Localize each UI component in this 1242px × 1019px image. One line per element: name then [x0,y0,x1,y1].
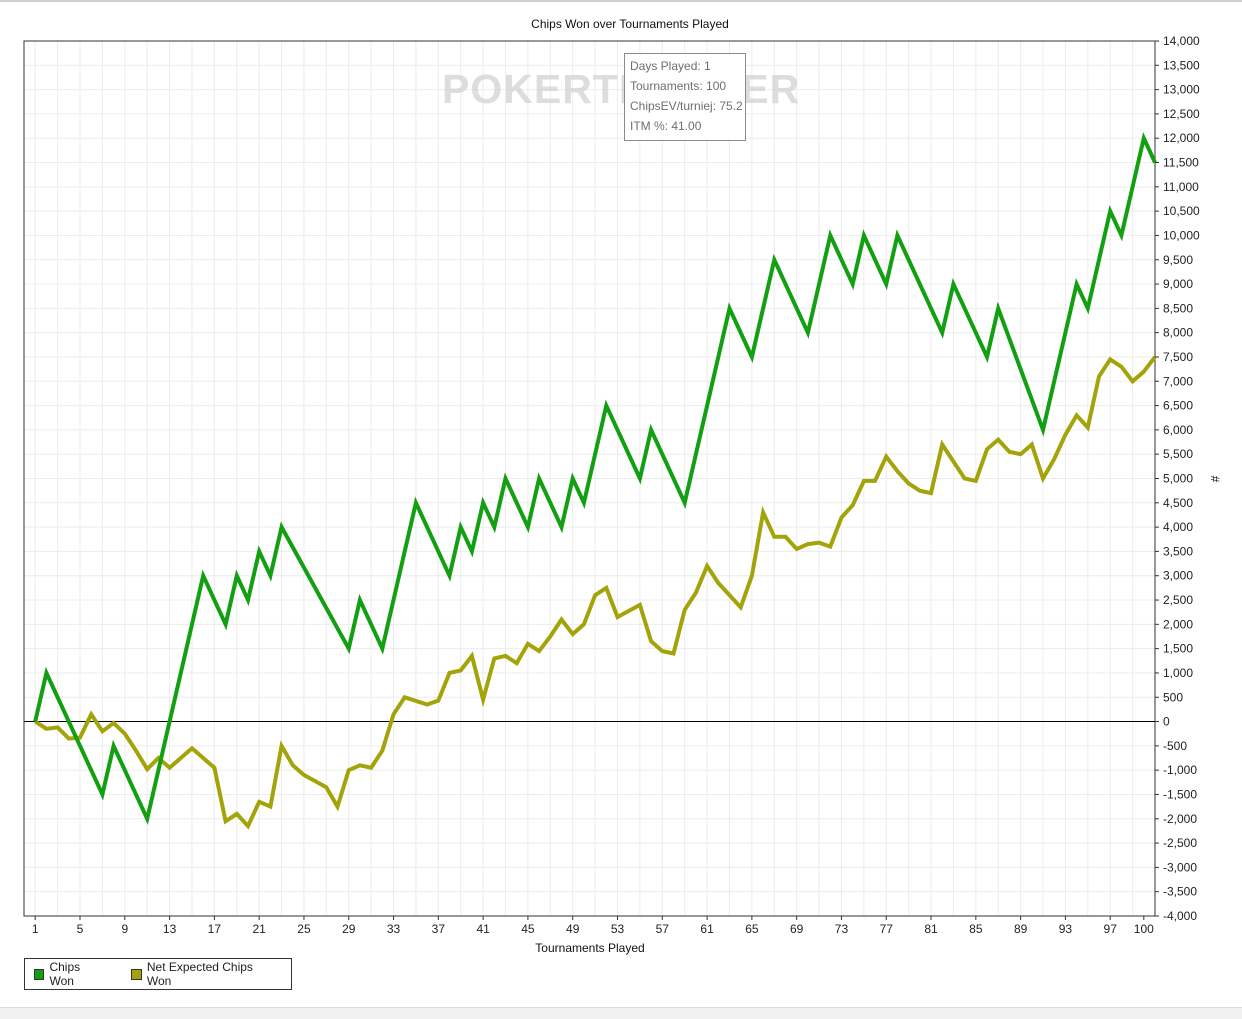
legend-swatch-icon [34,968,45,980]
y-tick-label: 11,500 [1163,156,1199,170]
status-strip [0,1007,1242,1019]
x-tick-label: 100 [1134,922,1154,936]
x-tick-label: 81 [924,922,938,936]
y-tick-label: 5,500 [1163,447,1193,461]
y-tick-label: 11,000 [1163,180,1199,194]
x-tick-label: 9 [121,922,128,936]
y-tick-label: -3,000 [1163,860,1197,874]
y-tick-label: -4,000 [1163,909,1197,923]
x-tick-label: 37 [432,922,446,936]
y-tick-label: 12,000 [1163,131,1200,145]
y-tick-label: -2,000 [1163,812,1197,826]
chart-legend: Chips Won Net Expected Chips Won [24,958,292,990]
x-tick-label: 25 [297,922,311,936]
x-tick-label: 85 [969,922,983,936]
y-tick-label: 5,000 [1163,472,1193,486]
y-tick-label: -3,500 [1163,885,1197,899]
legend-swatch-icon [131,968,142,980]
chart-title: Chips Won over Tournaments Played [531,17,729,31]
x-tick-label: 49 [566,922,580,936]
x-tick-label: 73 [835,922,849,936]
y-tick-label: 4,000 [1163,520,1193,534]
tooltip-tournaments: Tournaments: 100 [630,79,727,93]
x-tick-label: 21 [252,922,266,936]
y-axis-ticks: -4,000 -3,500 -3,000 -2,500 -2,000 -1,500 -1,0… [1155,34,1200,923]
y-tick-label: 1,500 [1163,642,1193,656]
y-tick-label: 7,000 [1163,374,1193,388]
y-tick-label: 12,500 [1163,107,1200,121]
x-tick-label: 65 [745,922,759,936]
x-tick-label: 93 [1059,922,1073,936]
x-tick-label: 5 [77,922,84,936]
y-tick-label: 6,500 [1163,399,1193,413]
y-tick-label: -2,500 [1163,836,1197,850]
x-axis-ticks: 1 5 9 13 17 21 25 29 33 37 41 45 49 53 57 61 65 69 73 77 81 8… [32,916,1154,936]
legend-label: Chips Won [49,960,81,988]
window-top-border [0,0,1242,2]
y-axis-label: # [1208,476,1222,483]
chart-series [33,132,1157,830]
x-tick-label: 41 [476,922,490,936]
x-tick-label: 17 [208,922,222,936]
y-tick-label: 2,000 [1163,617,1193,631]
x-tick-label: 69 [790,922,804,936]
tooltip-chips-ev: ChipsEV/turniej: 75.2 [630,99,743,113]
legend-item-chips-won[interactable]: Chips Won [34,960,104,988]
y-tick-label: 0 [1163,715,1170,729]
x-tick-label: 89 [1014,922,1028,936]
y-tick-label: 9,500 [1163,253,1193,267]
tooltip-days-played: Days Played: 1 [630,59,711,73]
y-tick-label: 7,500 [1163,350,1193,364]
y-tick-label: 1,000 [1163,666,1193,680]
x-tick-label: 33 [387,922,401,936]
x-tick-label: 97 [1104,922,1118,936]
y-tick-label: 2,500 [1163,593,1193,607]
series-line-chips-won [33,132,1157,825]
y-tick-label: -1,500 [1163,787,1197,801]
y-tick-label: -1,000 [1163,763,1197,777]
x-tick-label: 45 [521,922,535,936]
y-tick-label: 6,000 [1163,423,1193,437]
y-tick-label: 10,000 [1163,228,1200,242]
y-tick-label: 3,500 [1163,544,1193,558]
x-tick-label: 1 [32,922,39,936]
y-tick-label: 14,000 [1163,34,1200,48]
y-tick-label: 4,500 [1163,496,1193,510]
x-tick-label: 57 [656,922,670,936]
y-tick-label: 13,500 [1163,58,1200,72]
series-line-net-expected-chips-won [34,355,1157,830]
y-tick-label: 8,500 [1163,301,1193,315]
x-tick-label: 29 [342,922,356,936]
y-tick-label: 10,500 [1163,204,1200,218]
legend-item-net-expected[interactable]: Net Expected Chips Won [131,960,273,988]
y-tick-label: 9,000 [1163,277,1193,291]
x-tick-label: 61 [700,922,714,936]
watermark-logo: POKERTRACKER [442,66,801,112]
y-tick-label: 13,000 [1163,83,1200,97]
y-tick-label: -500 [1163,739,1187,753]
x-tick-label: 77 [880,922,894,936]
y-tick-label: 3,000 [1163,569,1193,583]
legend-label: Net Expected Chips Won [146,960,253,988]
y-tick-label: 8,000 [1163,326,1193,340]
x-tick-label: 13 [163,922,177,936]
tooltip-itm: ITM %: 41.00 [630,119,702,133]
x-axis-label: Tournaments Played [535,941,644,955]
y-tick-label: 500 [1163,690,1183,704]
stats-tooltip: Days Played: 1 Tournaments: 100 ChipsEV/… [624,53,746,141]
x-tick-label: 53 [611,922,625,936]
